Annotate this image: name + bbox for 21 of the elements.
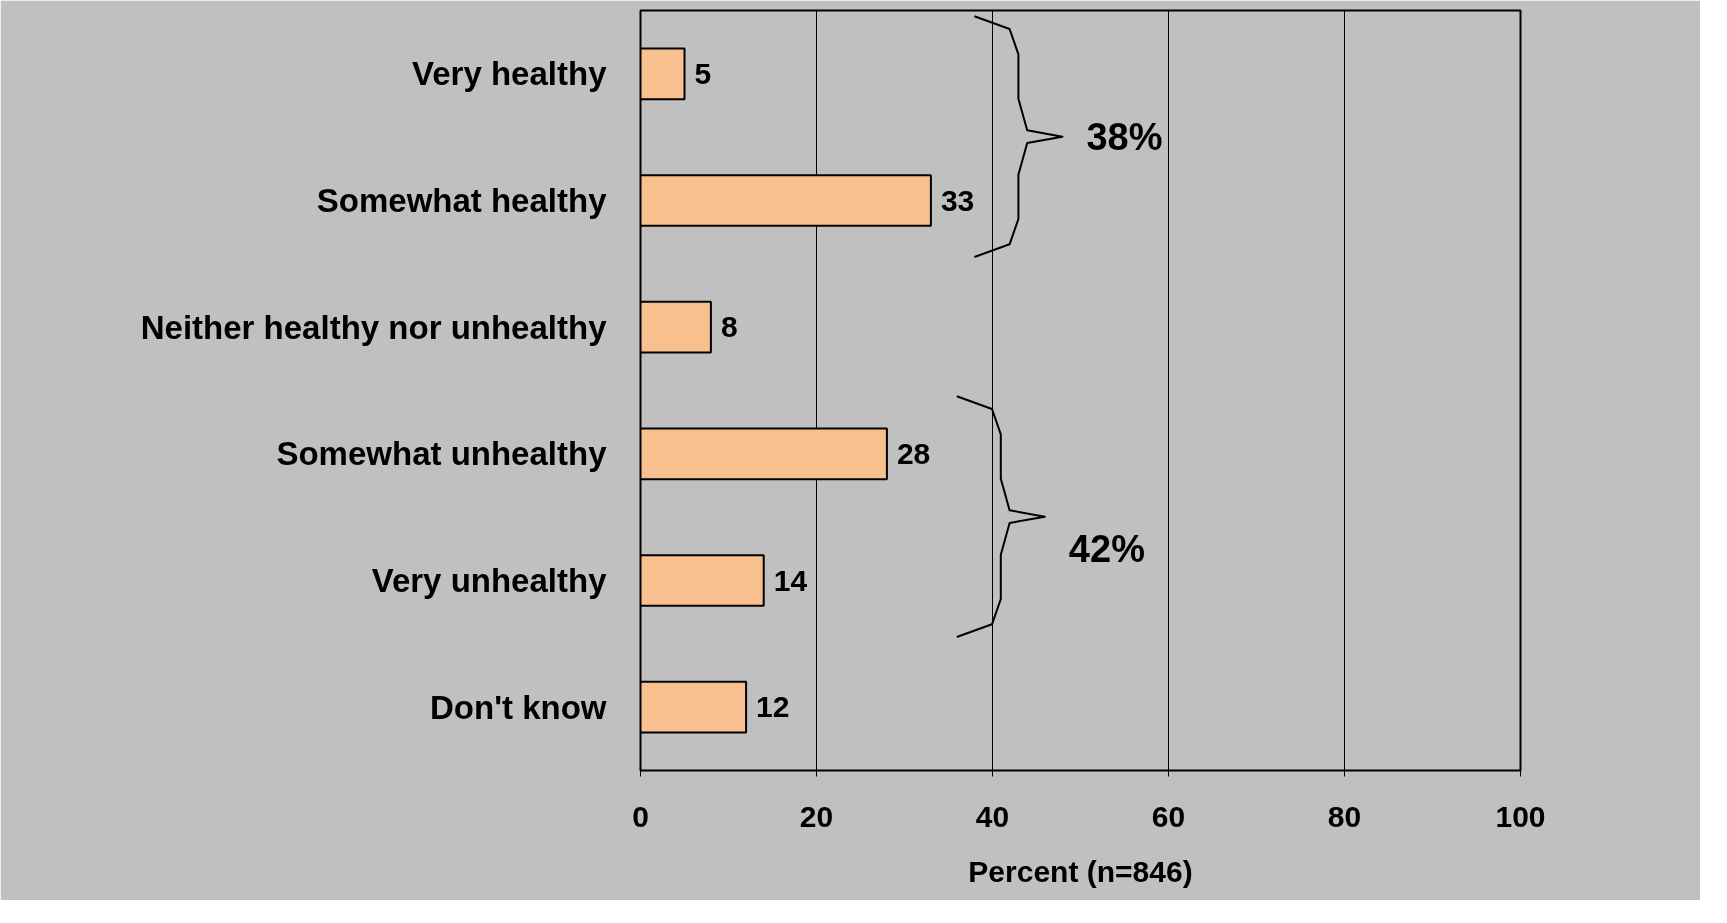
y-tick-label: Don't know [430,688,607,726]
annotation: 42% [1068,527,1145,570]
x-tick-label: 40 [975,799,1010,833]
data-label: 5 [694,56,712,90]
x-tick-label: 0 [632,799,649,833]
data-label: 12 [756,690,790,724]
data-label: 8 [720,310,738,344]
y-tick-label: Very unhealthy [371,562,608,599]
annotation: 38% [1086,116,1163,159]
data-label: 33 [940,183,975,217]
y-tick-label: Somewhat healthy [316,182,608,219]
data-label: 14 [773,563,808,597]
x-tick-label: 100 [1495,799,1546,833]
x-tick-label: 80 [1327,799,1362,833]
y-tick-label: Neither healthy nor unhealthy [140,308,608,346]
y-tick-label: Somewhat unhealthy [276,435,608,473]
x-tick-label: 60 [1151,799,1186,833]
x-tick-label: 20 [799,799,834,833]
data-label: 28 [896,436,931,470]
y-tick-label: Very healthy [412,55,608,93]
x-axis-title: Percent (n=846) [968,854,1193,888]
